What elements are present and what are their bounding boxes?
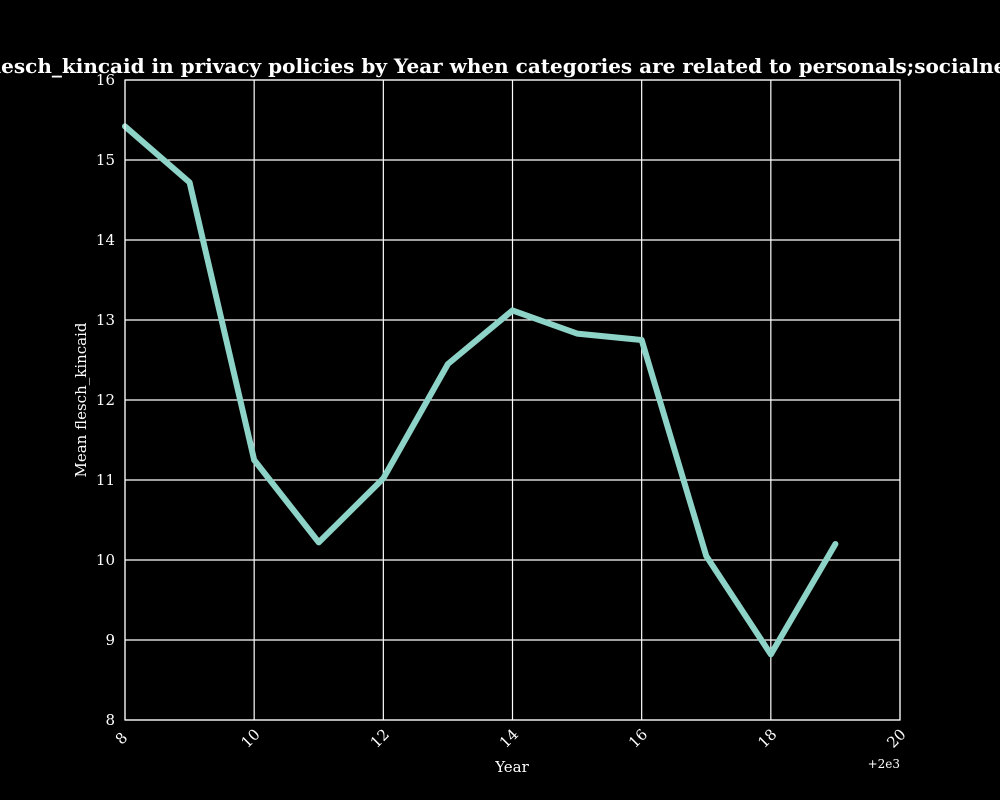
x-tick-label: 8 bbox=[112, 729, 131, 748]
y-tick-label: 10 bbox=[96, 551, 115, 569]
grid-layer bbox=[124, 79, 901, 721]
series-line bbox=[122, 123, 839, 658]
series-layer bbox=[122, 123, 839, 658]
y-tick-label: 16 bbox=[96, 71, 115, 89]
y-tick-label: 8 bbox=[105, 711, 115, 729]
x-offset-label: +2e3 bbox=[868, 757, 900, 771]
x-tick-label: 10 bbox=[238, 725, 264, 751]
plot-frame bbox=[124, 79, 901, 721]
tick-layer: 8 10 12 14 16 18 20 8 9 10 11 12 13 14 15 16 bbox=[96, 71, 910, 752]
x-tick-label: 16 bbox=[625, 725, 651, 751]
y-axis-label: Mean flesch_kincaid bbox=[72, 322, 90, 477]
x-tick-label: 14 bbox=[496, 725, 522, 751]
y-tick-label: 14 bbox=[96, 231, 115, 249]
x-tick-label: 12 bbox=[367, 725, 393, 751]
y-tick-label: 15 bbox=[96, 151, 115, 169]
chart-title: Mean flesch_kincaid in privacy policies … bbox=[0, 54, 1000, 78]
y-tick-label: 11 bbox=[96, 471, 115, 489]
x-tick-label: 20 bbox=[883, 725, 909, 751]
y-tick-label: 12 bbox=[96, 391, 115, 409]
x-axis-label: Year bbox=[494, 758, 529, 776]
y-tick-label: 9 bbox=[105, 631, 115, 649]
y-tick-label: 13 bbox=[96, 311, 115, 329]
x-tick-label: 18 bbox=[754, 725, 780, 751]
